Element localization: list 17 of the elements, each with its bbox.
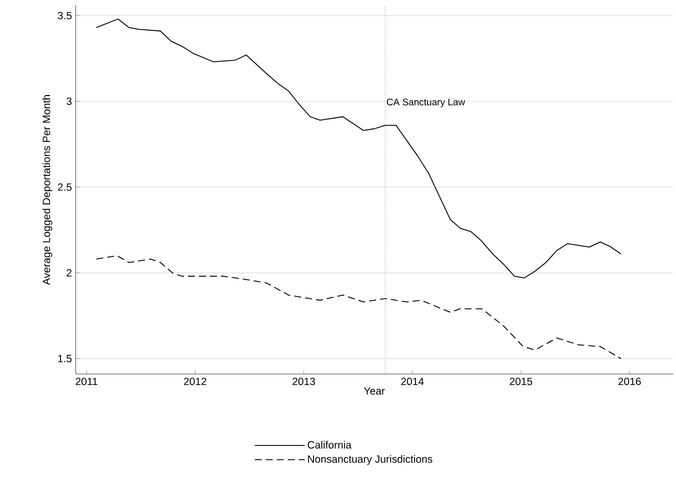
y-axis-title: Average Logged Deportations Per Month <box>42 95 52 285</box>
ref-line-label: CA Sanctuary Law <box>386 98 466 108</box>
y-tick-label: 3.5 <box>58 12 72 20</box>
y-tick-label: 1.5 <box>58 354 72 362</box>
legend-label: Nonsanctuary Jurisdictions <box>308 455 432 465</box>
x-tick-label: 2016 <box>618 378 641 386</box>
x-tick-label: 2015 <box>510 378 532 386</box>
x-tick-label: 2011 <box>76 378 98 386</box>
x-tick-label: 2014 <box>401 378 424 386</box>
y-tick-label: 2 <box>66 269 72 276</box>
x-tick-label: 2012 <box>184 378 206 386</box>
x-axis-title: Year <box>364 387 385 395</box>
y-tick-label: 2.5 <box>58 183 72 191</box>
line-series <box>96 18 622 278</box>
legend-label: California <box>308 440 352 449</box>
y-tick-label: 3 <box>66 98 72 106</box>
x-tick-label: 2013 <box>292 378 315 386</box>
